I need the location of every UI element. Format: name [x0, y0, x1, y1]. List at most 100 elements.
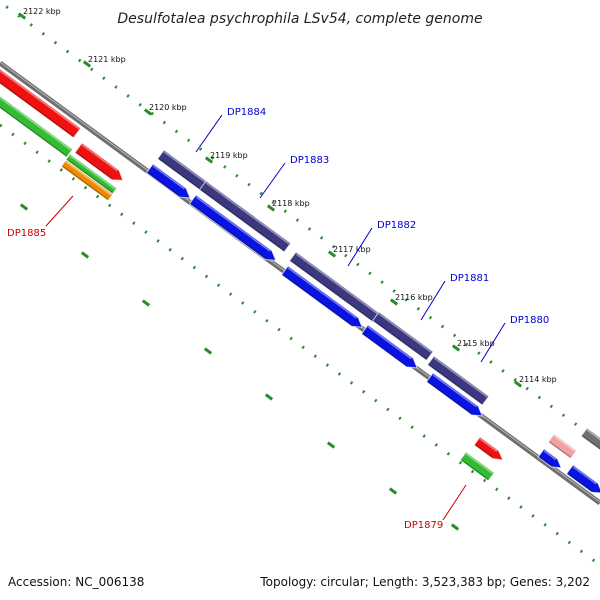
cds-dp1883-purple-shape — [198, 180, 292, 253]
tick-label: 2118 kbp — [272, 199, 310, 208]
cds-dp1881-purple-highlight — [378, 313, 432, 353]
cds-dp1883-blue — [188, 194, 277, 261]
cds-dp1880-purple-shadow — [428, 364, 483, 405]
tick-label: 2115 kbp — [457, 339, 495, 348]
gene-label-dp1880: DP1880 — [510, 315, 549, 326]
cds-dp1881-purple-shadow — [373, 320, 427, 360]
cds-dp1880-blue — [425, 372, 483, 417]
kbp-ticks: 2122 kbp 2121 kbp 2120 kbp 2119 kbp 2118 kbp… — [17, 7, 557, 531]
cds-dp1884-blue-highlight — [152, 165, 185, 190]
green-feature-2-shape — [65, 153, 118, 195]
major-tick — [82, 60, 92, 68]
major-tick — [513, 380, 523, 388]
major-tick — [389, 298, 399, 306]
gene-label-leader — [259, 162, 286, 199]
red-feature-1-shape — [0, 68, 82, 139]
cds-dp1882-blue-shape — [280, 265, 363, 328]
inner-major-tick-mark — [203, 347, 213, 355]
inner-major-tick — [203, 347, 213, 355]
cds-dp1880-purple-highlight — [433, 357, 488, 398]
green-feature-dp1879-highlight — [465, 453, 493, 474]
inner-major-tick-mark — [141, 299, 151, 307]
cds-dp1882-blue — [280, 265, 363, 328]
major-tick-mark — [204, 156, 214, 164]
cds-dp1880-blue-shape — [425, 372, 483, 417]
green-feature-2 — [65, 153, 118, 195]
cds-dp1881-purple — [371, 311, 434, 362]
orange-feature-highlight — [65, 161, 112, 196]
red-feature-dp1879-shadow — [475, 444, 493, 458]
cds-dp1883-blue-shadow — [190, 203, 266, 259]
inner-major-tick — [326, 441, 336, 449]
pink-feature — [547, 433, 578, 460]
green-feature-1 — [0, 95, 74, 158]
cds-dp1884-blue-shadow — [147, 172, 180, 197]
inner-major-tick-mark — [326, 441, 336, 449]
cds-dp1880-purple-shape — [426, 355, 490, 406]
gene-label-leader — [195, 114, 223, 153]
cds-dp1883-purple-shadow — [200, 189, 285, 252]
red-feature-2-highlight — [81, 144, 118, 172]
major-tick-mark — [82, 60, 92, 68]
inner-ruler — [0, 123, 600, 567]
cds-dp1880-purple — [426, 355, 490, 406]
red-feature-2 — [74, 142, 124, 181]
gray-feature-shape — [580, 427, 600, 455]
major-tick — [143, 108, 153, 116]
tick-label: 2116 kbp — [395, 293, 433, 302]
blue-feature-edge-2-highlight — [572, 466, 597, 485]
gene-label-leader — [442, 484, 467, 521]
cds-dp1880-blue-shadow — [427, 381, 472, 415]
pink-feature-highlight — [553, 435, 576, 452]
cds-dp1884-purple-highlight — [163, 151, 208, 184]
inner-major-tick — [19, 203, 29, 211]
gene-label-dp1884: DP1884 — [227, 107, 266, 118]
major-tick — [266, 204, 276, 212]
cds-dp1883-purple-highlight — [205, 182, 290, 245]
map-title: Desulfotalea psychrophila LSv54, complet… — [117, 11, 482, 27]
inner-major-tick-mark — [19, 203, 29, 211]
cds-dp1882-blue-highlight — [287, 267, 357, 319]
tick-label: 2122 kbp — [23, 7, 61, 16]
gene-features — [0, 68, 600, 494]
major-tick-mark — [143, 108, 153, 116]
major-tick-mark — [17, 12, 27, 20]
cds-dp1882-purple-highlight — [295, 253, 380, 316]
major-tick-mark — [389, 298, 399, 306]
cds-dp1883-blue-highlight — [195, 196, 271, 252]
blue-feature-edge-2-shape — [565, 464, 600, 494]
inner-major-tick — [388, 487, 398, 495]
accession-text: Accession: NC_006138 — [8, 575, 144, 589]
cds-dp1881-blue-highlight — [367, 326, 412, 360]
major-tick-mark — [513, 380, 523, 388]
cds-dp1884-purple — [156, 149, 210, 193]
green-feature-dp1879 — [459, 451, 495, 482]
tick-label: 2120 kbp — [149, 103, 187, 112]
red-feature-1-highlight — [0, 70, 80, 130]
inner-ruler-dots — [0, 123, 600, 567]
red-feature-1-shadow — [0, 77, 74, 137]
cds-dp1884-purple-shadow — [158, 158, 202, 191]
blue-feature-edge-1 — [537, 448, 562, 469]
major-tick — [17, 12, 27, 20]
gene-label-leader — [347, 227, 373, 267]
red-feature-dp1879-highlight — [479, 438, 498, 452]
gene-label-dp1882: DP1882 — [377, 220, 416, 231]
outer-ruler — [0, 0, 600, 444]
cds-dp1883-purple — [198, 180, 292, 253]
gene-label-dp1883: DP1883 — [290, 155, 329, 166]
blue-feature-edge-2-shadow — [567, 473, 592, 492]
cds-dp1882-purple — [288, 251, 382, 324]
cds-dp1880-blue-highlight — [432, 374, 477, 408]
green-feature-1-highlight — [0, 97, 72, 151]
cds-dp1884-blue-shape — [145, 163, 191, 199]
pink-feature-shape — [547, 433, 578, 460]
blue-feature-edge-1-highlight — [543, 450, 557, 461]
cds-dp1882-purple-shape — [288, 251, 382, 324]
blue-feature-edge-1-shape — [537, 448, 562, 469]
tick-label: 2117 kbp — [333, 245, 371, 254]
inner-major-tick — [450, 523, 460, 531]
gene-label-dp1879: DP1879 — [404, 520, 443, 531]
cds-dp1882-purple-shadow — [290, 260, 375, 323]
